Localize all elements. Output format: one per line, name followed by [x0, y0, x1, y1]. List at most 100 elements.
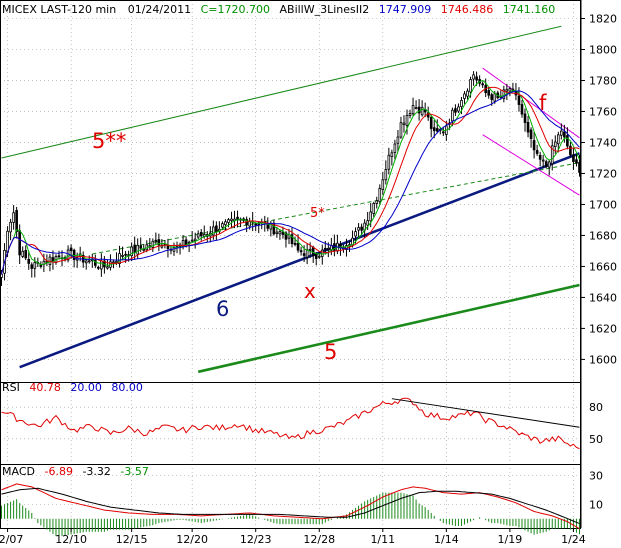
candle-body	[290, 234, 294, 244]
candle-body	[221, 223, 224, 228]
candle-body	[51, 257, 55, 262]
candle-body	[378, 187, 382, 203]
candle-body	[384, 169, 388, 181]
macd-tick-label: 30	[589, 469, 603, 482]
time-tick-label: 12/23	[240, 533, 272, 546]
candle-body	[193, 238, 197, 242]
candle-body	[566, 135, 569, 147]
candle-body	[69, 247, 73, 252]
candle-body	[475, 76, 478, 81]
candle-body	[30, 264, 34, 269]
candle-body	[460, 100, 463, 108]
candle-body	[215, 225, 218, 233]
trendline-channel-top	[482, 67, 580, 139]
rsi-tick-label: 80	[589, 401, 603, 414]
price-tick-label: 1780	[589, 74, 617, 87]
rsi-value-1: 40.78	[29, 381, 61, 394]
moving-average-5	[1, 79, 580, 275]
candle-body	[27, 258, 31, 264]
candle-body	[100, 260, 103, 270]
candle-body	[314, 254, 318, 259]
annotation-5-star: 5*	[310, 206, 325, 221]
candle-body	[254, 223, 258, 226]
price-tick-label: 1800	[589, 43, 617, 56]
annotation-6: 6	[216, 297, 229, 321]
candle-body	[366, 220, 369, 226]
axes: 1600 1620 1640 1660 1680 1700 1720 1740 1760 1780…	[0, 12, 617, 546]
macd-panel	[1, 483, 580, 537]
candle-body	[320, 249, 324, 257]
candle-body	[308, 248, 312, 251]
macd-value-1: -6.89	[44, 465, 72, 478]
candle-body	[275, 231, 279, 234]
time-tick-label: 1/24	[561, 533, 586, 546]
candle-body	[133, 244, 136, 253]
price-tick-label: 1600	[589, 353, 617, 366]
candle-body	[87, 260, 91, 263]
candle-body	[544, 161, 548, 167]
candle-body	[224, 221, 227, 226]
candle-body	[118, 253, 121, 264]
svg-text:MACD -6.89 -3.32 -: MACD -6.89 -3.32 -3.57	[2, 465, 149, 478]
macd-value-3: -3.57	[120, 465, 148, 478]
candle-body	[369, 211, 372, 222]
candle-body	[520, 104, 524, 115]
candle-body	[396, 136, 400, 144]
candle-body	[560, 130, 563, 136]
candle-body	[296, 242, 300, 251]
candle-body	[139, 245, 143, 249]
candle-body	[9, 221, 12, 233]
candle-body	[390, 152, 394, 157]
candle-body	[293, 243, 297, 245]
candle-body	[432, 127, 436, 132]
candle-body	[196, 233, 200, 238]
candle-body	[457, 106, 460, 112]
candle-body	[278, 231, 282, 235]
rsi-label: RSI	[2, 381, 20, 394]
svg-text:RSI 40.78 20.00 80: RSI 40.78 20.00 80.00	[2, 381, 143, 394]
rsi-value-3: 80.00	[111, 381, 143, 394]
time-tick-label: 12/15	[116, 533, 148, 546]
time-tick-label: 1/14	[434, 533, 459, 546]
candle-body	[411, 105, 415, 115]
candle-body	[556, 134, 560, 145]
candle-body	[142, 248, 146, 251]
indicator-value-2: 1746.486	[441, 3, 494, 16]
candle-body	[511, 88, 515, 91]
candle-body	[399, 122, 403, 138]
candle-body	[481, 83, 484, 86]
candle-body	[311, 246, 315, 257]
candle-body	[405, 115, 409, 126]
candle-body	[124, 253, 127, 256]
candle-body	[532, 140, 536, 151]
trendline-5starstar	[1, 25, 562, 159]
candle-body	[541, 159, 545, 162]
chart-date: 01/24/2011	[128, 3, 191, 16]
candle-body	[569, 145, 572, 156]
candle-body	[472, 74, 475, 80]
candle-body	[248, 221, 251, 227]
rsi-tick-label: 50	[589, 433, 603, 446]
candle-body	[106, 266, 109, 269]
candle-body	[94, 259, 97, 266]
moving-average-20	[1, 90, 580, 275]
macd-label: MACD	[2, 465, 35, 478]
candle-body	[151, 240, 155, 248]
candle-body	[66, 249, 70, 261]
candle-body	[121, 255, 124, 257]
candle-body	[487, 90, 491, 96]
candle-body	[354, 231, 357, 237]
candle-body	[469, 79, 472, 93]
candle-body	[442, 131, 445, 134]
candle-body	[84, 260, 88, 264]
candle-body	[199, 232, 203, 237]
candle-body	[535, 150, 539, 154]
time-tick-label: 12/07	[0, 533, 23, 546]
candle-body	[435, 128, 439, 132]
candle-body	[21, 250, 25, 257]
candle-body	[190, 239, 194, 242]
close-value: C=1720.700	[201, 3, 270, 16]
candle-body	[508, 88, 512, 92]
candle-body	[97, 266, 100, 269]
annotation-5-star-star: 5**	[92, 129, 126, 153]
